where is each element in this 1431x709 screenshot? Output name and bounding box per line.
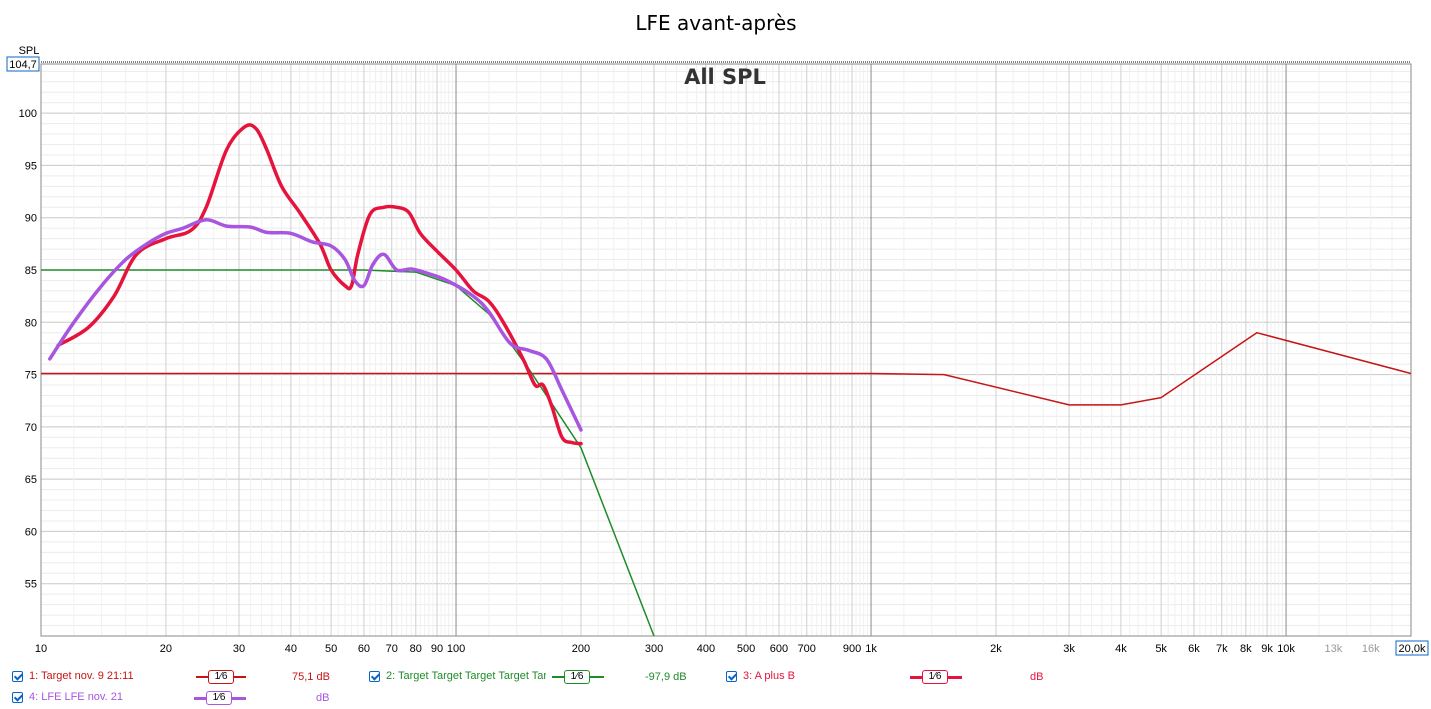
legend-checkbox-2[interactable] [369,670,380,682]
legend: 1: Target nov. 9 21:11 1⁄6 75,1 dB 2: Ta… [0,664,1431,709]
x-tick-label: 100 [447,643,465,655]
smoothing-selector-3[interactable]: 1⁄6 [910,670,962,684]
chart-title: LFE avant-après [635,11,796,35]
y-tick-label: 75 [25,370,37,382]
legend-item-2[interactable]: 2: Target Target Target Target Target [369,666,546,686]
legend-checkbox-3[interactable] [726,670,737,682]
x-max-box[interactable]: 20,0k [1395,640,1429,656]
y-tick-label: 55 [25,579,37,591]
x-tick-label: 70 [386,643,398,655]
smoothing-selector-4[interactable]: 1⁄6 [194,691,246,705]
x-axis-labels: 10 20 30 40 50 60 70 80 90 100 200 300 400 500 600 700 9… [35,643,1380,655]
x-tick-label: 900 [843,643,861,655]
x-tick-label: 80 [410,643,422,655]
x-tick-label: 200 [572,643,590,655]
y-tick-label: 85 [25,265,37,277]
legend-checkbox-1[interactable] [12,670,23,682]
series-lines [41,123,1411,636]
x-tick-label: 400 [697,643,715,655]
y-axis-label: SPL [19,45,40,57]
y-tick-label: 90 [25,213,37,225]
legend-item-4[interactable]: 4: LFE LFE nov. 21 [12,687,123,707]
x-tick-label: 10 [35,643,47,655]
x-tick-label: 600 [770,643,788,655]
y-tick-label: 60 [25,526,37,538]
x-tick-label: 3k [1063,643,1075,655]
y-tick-label: 95 [25,160,37,172]
legend-value-3: dB [1030,671,1044,683]
spl-chart: LFE avant-après 100 95 90 85 80 75 70 65 60 55 10… [6,11,1429,656]
plot-frame [40,63,1412,637]
legend-name-2: 2: Target Target Target Target Target [386,670,546,682]
y-tick-label: 70 [25,422,37,434]
x-tick-label: 8k [1240,643,1252,655]
x-tick-label: 40 [285,643,297,655]
x-tick-label: 700 [798,643,816,655]
x-tick-label: 16k [1362,643,1380,655]
legend-name-4: 4: LFE LFE nov. 21 [29,691,123,703]
x-tick-label: 60 [358,643,370,655]
svg-text:104,7: 104,7 [9,59,37,71]
x-tick-label: 50 [325,643,337,655]
x-tick-label: 300 [645,643,663,655]
svg-text:20,0k: 20,0k [1399,643,1426,655]
x-tick-label: 6k [1188,643,1200,655]
x-tick-label: 5k [1155,643,1167,655]
grid [40,61,1412,637]
y-tick-label: 80 [25,317,37,329]
x-tick-label: 1k [865,643,877,655]
smoothing-selector-2[interactable]: 1⁄6 [552,670,604,684]
y-tick-label: 100 [19,108,37,120]
series-line-1 [41,331,1411,406]
x-tick-label: 20 [160,643,172,655]
x-tick-label: 4k [1115,643,1127,655]
series-line-4 [48,218,583,432]
x-tick-label: 10k [1277,643,1295,655]
x-tick-label: 9k [1261,643,1273,655]
inner-title: All SPL [684,65,766,89]
legend-value-4: dB [316,692,330,704]
x-tick-label: 2k [990,643,1002,655]
legend-value-1: 75,1 dB [292,671,330,683]
x-tick-label: 90 [431,643,443,655]
y-axis-labels: 100 95 90 85 80 75 70 65 60 55 [19,108,37,591]
x-tick-label: 7k [1216,643,1228,655]
series-line-3 [56,123,583,446]
legend-checkbox-4[interactable] [12,691,23,703]
y-max-box[interactable]: 104,7 [6,56,40,72]
legend-item-1[interactable]: 1: Target nov. 9 21:11 [12,666,134,686]
legend-name-1: 1: Target nov. 9 21:11 [29,670,134,682]
x-tick-label: 13k [1324,643,1342,655]
y-tick-label: 65 [25,474,37,486]
legend-item-3[interactable]: 3: A plus B [726,666,795,686]
legend-name-3: 3: A plus B [743,670,795,682]
x-tick-label: 30 [233,643,245,655]
smoothing-selector-1[interactable]: 1⁄6 [196,670,246,684]
x-tick-label: 500 [737,643,755,655]
legend-value-2: -97,9 dB [645,671,687,683]
